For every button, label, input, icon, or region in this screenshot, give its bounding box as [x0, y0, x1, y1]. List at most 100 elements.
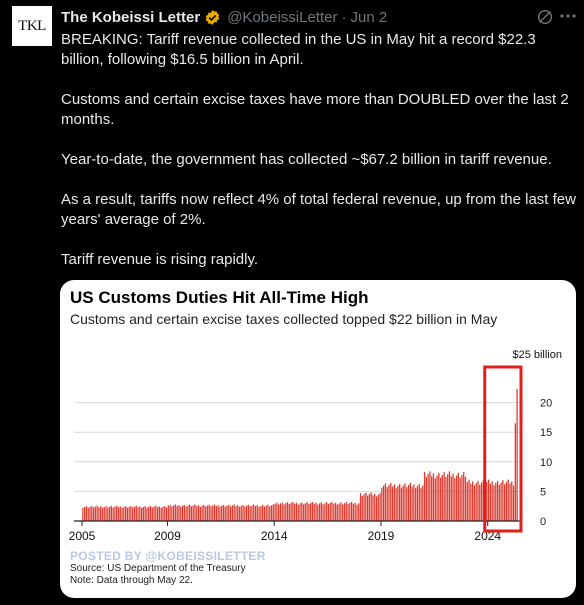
- chart-bar: [450, 476, 452, 521]
- x-tick-label: 2014: [261, 529, 288, 543]
- chart-bar: [292, 501, 294, 521]
- chart-bar: [402, 485, 404, 521]
- chart-bar: [504, 484, 506, 521]
- chart-bar: [222, 504, 225, 521]
- chart-bar: [511, 481, 513, 521]
- chart-bar: [213, 504, 216, 521]
- chart-bar: [87, 507, 89, 521]
- chart-bar: [205, 506, 207, 521]
- grok-icon[interactable]: [536, 8, 554, 26]
- chart-bar: [107, 507, 109, 521]
- chart-bar: [366, 495, 369, 521]
- chart-bar: [85, 506, 88, 521]
- chart-bar: [349, 502, 351, 521]
- chart-bar: [310, 502, 312, 521]
- chart-bar: [183, 504, 185, 521]
- chart-bar: [110, 505, 113, 521]
- chart-bar: [297, 504, 299, 521]
- chart-bar: [359, 493, 362, 521]
- chart-bar: [400, 487, 403, 521]
- chart-bar: [249, 506, 251, 521]
- chart-bar: [334, 502, 337, 521]
- chart-bar: [326, 502, 328, 521]
- tweet-date[interactable]: Jun 2: [350, 8, 388, 26]
- chart-subtitle: Customs and certain excise taxes collect…: [70, 311, 498, 327]
- chart-bar: [404, 483, 406, 521]
- chart-bar: [254, 506, 257, 521]
- chart-bar: [269, 506, 271, 521]
- chart-bar: [425, 476, 427, 521]
- chart-bar: [463, 472, 465, 521]
- chart-bar: [278, 504, 280, 521]
- chart-bar: [276, 502, 278, 521]
- chart-bar: [489, 483, 492, 521]
- chart-bar: [112, 507, 114, 521]
- chart-bar: [189, 504, 191, 521]
- chart-bar: [101, 507, 104, 521]
- chart-bar: [162, 507, 164, 521]
- chart-bar: [500, 482, 502, 521]
- chart-bar: [245, 505, 248, 521]
- y-tick-label: 10: [540, 457, 552, 469]
- chart-bar: [327, 504, 330, 521]
- author-avatar[interactable]: TKL: [12, 6, 52, 46]
- author-name[interactable]: The Kobeissi Letter: [61, 8, 201, 26]
- chart-bar: [272, 504, 274, 521]
- chart-bar: [384, 483, 387, 521]
- chart-bar: [301, 502, 303, 521]
- chart-bar: [329, 502, 331, 521]
- chart-bar: [196, 506, 198, 521]
- chart-bar: [117, 507, 120, 521]
- chart-bar: [502, 480, 504, 521]
- chart-bar: [108, 506, 111, 521]
- chart-bar: [436, 475, 438, 521]
- chart-bar: [185, 506, 187, 521]
- chart-bar: [475, 483, 477, 521]
- chart-bar: [121, 507, 123, 521]
- more-options-icon[interactable]: [558, 6, 578, 26]
- chart-bar: [260, 505, 262, 521]
- chart-bar: [432, 473, 435, 521]
- chart-bar: [379, 493, 381, 521]
- chart-bar: [473, 485, 476, 521]
- chart-bar: [96, 505, 98, 521]
- chart-bar: [219, 506, 221, 521]
- avatar-text: TKL: [18, 17, 46, 34]
- author-handle[interactable]: @KobeissiLetter: [227, 8, 338, 26]
- chart-bar: [464, 476, 467, 521]
- chart-bar: [119, 506, 121, 521]
- chart-bar: [358, 503, 360, 521]
- chart-bar: [350, 501, 353, 521]
- chart-bar: [409, 482, 411, 521]
- chart-image-card[interactable]: US Customs Duties Hit All-Time High Cust…: [60, 280, 576, 598]
- chart-bar: [91, 505, 93, 521]
- chart-bar: [340, 502, 342, 521]
- chart-bar: [180, 506, 182, 521]
- chart-bar: [89, 506, 91, 521]
- chart-bar: [304, 503, 306, 521]
- chart-bar: [281, 502, 283, 521]
- chart-bar: [393, 484, 395, 521]
- verified-badge-icon: [205, 9, 220, 25]
- chart-bar: [256, 505, 258, 521]
- chart-bar: [512, 485, 515, 521]
- chart-bar: [224, 506, 226, 521]
- chart-bar: [178, 505, 180, 521]
- chart-bar: [226, 505, 228, 521]
- chart-bar: [229, 506, 232, 521]
- chart-bar: [174, 504, 177, 521]
- chart-bar: [416, 486, 419, 521]
- chart-bar: [390, 482, 392, 521]
- chart-bar: [156, 507, 159, 521]
- chart-bar: [331, 501, 333, 521]
- chart-bar: [215, 506, 217, 521]
- chart-bar: [498, 484, 500, 521]
- chart-bar: [399, 483, 401, 521]
- chart-bar: [438, 472, 440, 521]
- chart-bar: [420, 487, 422, 521]
- tweet-paragraph: Year-to-date, the government has collect…: [61, 151, 552, 168]
- chart-bar: [406, 487, 408, 521]
- chart-bar: [443, 472, 445, 521]
- chart-bar: [347, 504, 349, 521]
